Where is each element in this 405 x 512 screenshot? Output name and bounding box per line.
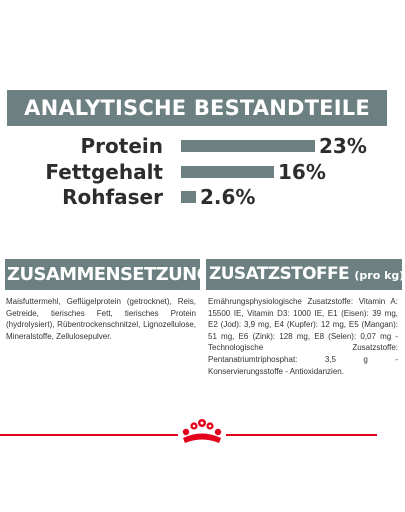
composition-text: Maisfuttermehl, Geflügelprotein (getrock…	[6, 297, 196, 341]
additives-text: Ernährungsphysiologische Zusatzstoffe: V…	[208, 297, 398, 376]
additives-title: ZUSATZSTOFFE	[209, 264, 350, 284]
fat-value: 16%	[278, 160, 326, 184]
fiber-bar	[181, 191, 196, 203]
composition-heading: ZUSAMMENSETZUNG	[5, 259, 200, 290]
fat-bar	[181, 166, 274, 178]
fat-label: Fettgehalt	[45, 160, 163, 184]
additives-heading: ZUSATZSTOFFE (pro kg)	[206, 259, 402, 290]
footer-line-right	[226, 434, 377, 436]
protein-value: 23%	[319, 134, 367, 158]
protein-label: Protein	[80, 134, 163, 158]
fiber-value: 2.6%	[200, 185, 256, 209]
additives-unit: (pro kg)	[354, 269, 402, 282]
protein-bar	[181, 140, 315, 152]
analytics-title: ANALYTISCHE BESTANDTEILE	[24, 96, 370, 120]
footer-line-left	[0, 434, 178, 436]
royal-canin-crown-icon	[182, 419, 222, 443]
composition-title: ZUSAMMENSETZUNG	[7, 264, 200, 285]
fiber-label: Rohfaser	[62, 185, 163, 209]
analytics-banner: ANALYTISCHE BESTANDTEILE	[7, 90, 387, 126]
